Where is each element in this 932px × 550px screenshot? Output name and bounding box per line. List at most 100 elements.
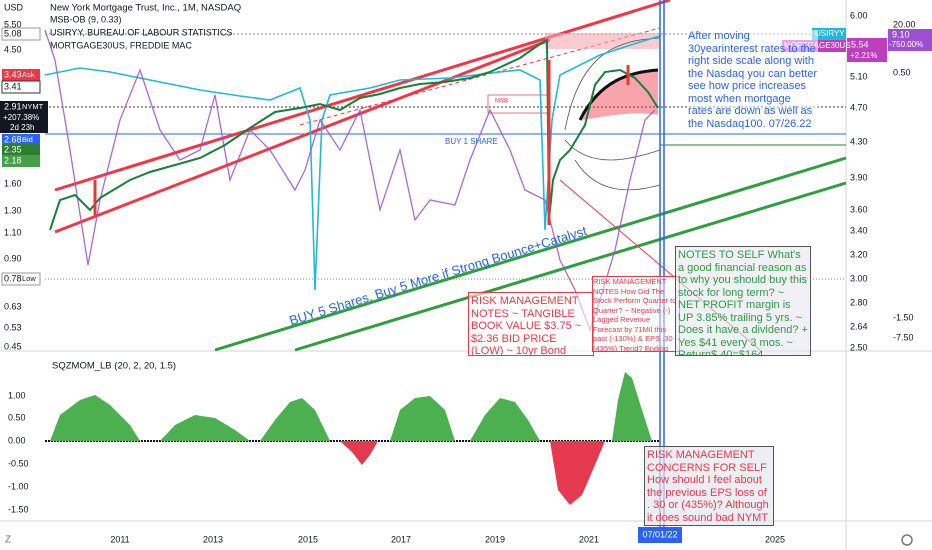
left-axis-tag-name: Low bbox=[22, 274, 36, 283]
momentum-up bbox=[50, 395, 140, 441]
indicator-axis-label: 0.50 bbox=[8, 412, 26, 422]
indicator-axis-label: 1.00 bbox=[8, 390, 26, 400]
forecast-curve bbox=[578, 68, 659, 121]
symbol-title: New York Mortgage Trust, Inc., 1M, NASDA… bbox=[50, 3, 241, 14]
right-axis-label: 3.60 bbox=[850, 204, 868, 214]
time-axis-label: 2025 bbox=[765, 534, 785, 544]
left-axis-label: 5.50 bbox=[4, 19, 22, 29]
tag-box bbox=[2, 155, 40, 167]
rate-note: After moving 30yearinterest rates to the… bbox=[688, 30, 818, 130]
risk-note: RISK MANAGEMENT NOTES ~ TANGIBLE BOOK VA… bbox=[468, 292, 594, 356]
far-axis-change: -750.00% bbox=[889, 40, 923, 49]
time-axis-label: 2015 bbox=[298, 534, 318, 544]
time-axis-label: 2021 bbox=[579, 534, 599, 544]
far-axis-label: 20.00 bbox=[893, 19, 916, 29]
left-axis-label: 4.50 bbox=[4, 44, 22, 54]
momentum-up bbox=[260, 398, 330, 441]
momentum-down bbox=[550, 441, 605, 505]
left-axis-tag: 2.35 bbox=[4, 144, 22, 154]
far-axis-label: -7.50 bbox=[893, 332, 914, 342]
mortgage-value: 5.54 bbox=[851, 39, 869, 49]
left-axis-tag: 2.68 bbox=[4, 134, 22, 144]
momentum-down bbox=[340, 441, 378, 465]
axis-unit: USD bbox=[4, 2, 24, 12]
risk-note-small: RISK MANAGEMENT NOTES How Did The Stock … bbox=[592, 276, 680, 352]
indicator-name: MORTGAGE30US, FREDDIE MAC bbox=[50, 40, 192, 50]
indicator-title: SQZMOM_LB (20, 2, 20, 1.5) bbox=[52, 361, 176, 372]
settings-icon[interactable] bbox=[901, 534, 913, 546]
indicator-axis-label: -1.00 bbox=[8, 481, 29, 491]
time-axis-label: 2017 bbox=[391, 534, 411, 544]
bid-box bbox=[2, 134, 40, 146]
usiryy-box bbox=[812, 28, 846, 40]
right-axis-label: 3.00 bbox=[850, 273, 868, 283]
left-axis-countdown: 2d 23h bbox=[10, 123, 34, 132]
far-tag-box bbox=[888, 29, 932, 51]
left-axis-label: 0.90 bbox=[4, 253, 22, 263]
zoom-icon[interactable]: Z bbox=[5, 535, 11, 546]
cursor-box bbox=[638, 527, 682, 543]
risk-concerns: RISK MANAGEMENT CONCERNS FOR SELF How sh… bbox=[644, 446, 774, 526]
price-line bbox=[49, 38, 659, 231]
ask-box bbox=[2, 69, 40, 81]
right-axis-label: 6.00 bbox=[850, 10, 868, 20]
support-line bbox=[214, 156, 847, 352]
channel-lower bbox=[54, 38, 551, 234]
time-axis-label: 2019 bbox=[485, 534, 505, 544]
right-axis-label: 2.50 bbox=[850, 342, 868, 352]
annotation: BUY 1 SHARE bbox=[445, 137, 498, 146]
indicator-name: USIRYY, BUREAU OF LABOUR STATISTICS bbox=[50, 27, 232, 37]
channel-upper bbox=[54, 0, 671, 192]
far-axis-tag: 9.10 bbox=[892, 29, 910, 39]
low-box bbox=[1, 272, 41, 286]
right-axis-label: 5.10 bbox=[850, 71, 868, 81]
left-axis-label: 1.10 bbox=[4, 227, 22, 237]
mortgage-rate-line bbox=[44, 35, 661, 291]
annotation: MSB bbox=[495, 99, 508, 105]
left-axis-tag-name: NYMT bbox=[22, 102, 44, 111]
time-axis-label: 2011 bbox=[110, 534, 129, 544]
left-axis-tag: 2.91 bbox=[4, 101, 22, 111]
left-axis-tag: 3.43 bbox=[4, 69, 22, 79]
indicator-axis-label: -0.50 bbox=[8, 458, 29, 468]
far-axis-label: 0.50 bbox=[893, 67, 911, 77]
momentum-up bbox=[390, 396, 455, 441]
right-axis-label: 2.64 bbox=[850, 321, 868, 331]
mortgage-change: +2.21% bbox=[850, 51, 877, 60]
inflation-line bbox=[44, 29, 656, 332]
mortgage-value-box bbox=[847, 38, 887, 62]
left-axis-tag: 0.78 bbox=[4, 273, 22, 283]
indicator-axis-label: 0.00 bbox=[8, 435, 26, 445]
left-axis-label: 1.30 bbox=[4, 205, 22, 215]
left-axis-tag-name: Ask bbox=[22, 70, 35, 79]
time-axis-label: 2013 bbox=[203, 534, 223, 544]
support-line bbox=[294, 181, 847, 352]
cursor-date: 07/01/22 bbox=[642, 529, 677, 539]
left-axis-tag: 5.08 bbox=[4, 28, 22, 38]
right-axis-label: 3.20 bbox=[850, 249, 868, 259]
left-axis-label: 0.63 bbox=[4, 301, 22, 311]
right-axis-label: 3.40 bbox=[850, 225, 868, 235]
left-axis-tag: 3.41 bbox=[4, 81, 22, 91]
nymt-box bbox=[0, 101, 48, 133]
tag-box bbox=[1, 80, 41, 94]
right-axis-label: 4.30 bbox=[850, 136, 868, 146]
usiryy-tag: USIRYY bbox=[815, 29, 845, 38]
left-axis-tag: 2.18 bbox=[4, 155, 22, 165]
left-axis-label: 0.45 bbox=[4, 341, 22, 351]
left-axis-change: +207.38% bbox=[3, 113, 39, 122]
right-axis-label: 2.80 bbox=[850, 297, 868, 307]
tag-box bbox=[2, 144, 40, 156]
left-axis-label: 1.60 bbox=[4, 178, 22, 188]
tag-box bbox=[1, 27, 41, 41]
left-axis-label: 0.53 bbox=[4, 322, 22, 332]
momentum-up bbox=[612, 372, 652, 441]
left-axis-tag-name: Bid bbox=[22, 135, 33, 144]
far-axis-label: -1.50 bbox=[893, 312, 914, 322]
right-axis-label: 3.90 bbox=[850, 172, 868, 182]
momentum-up bbox=[160, 415, 250, 441]
right-axis-label: 4.70 bbox=[850, 102, 868, 112]
indicator-axis-label: -1.50 bbox=[8, 504, 29, 514]
